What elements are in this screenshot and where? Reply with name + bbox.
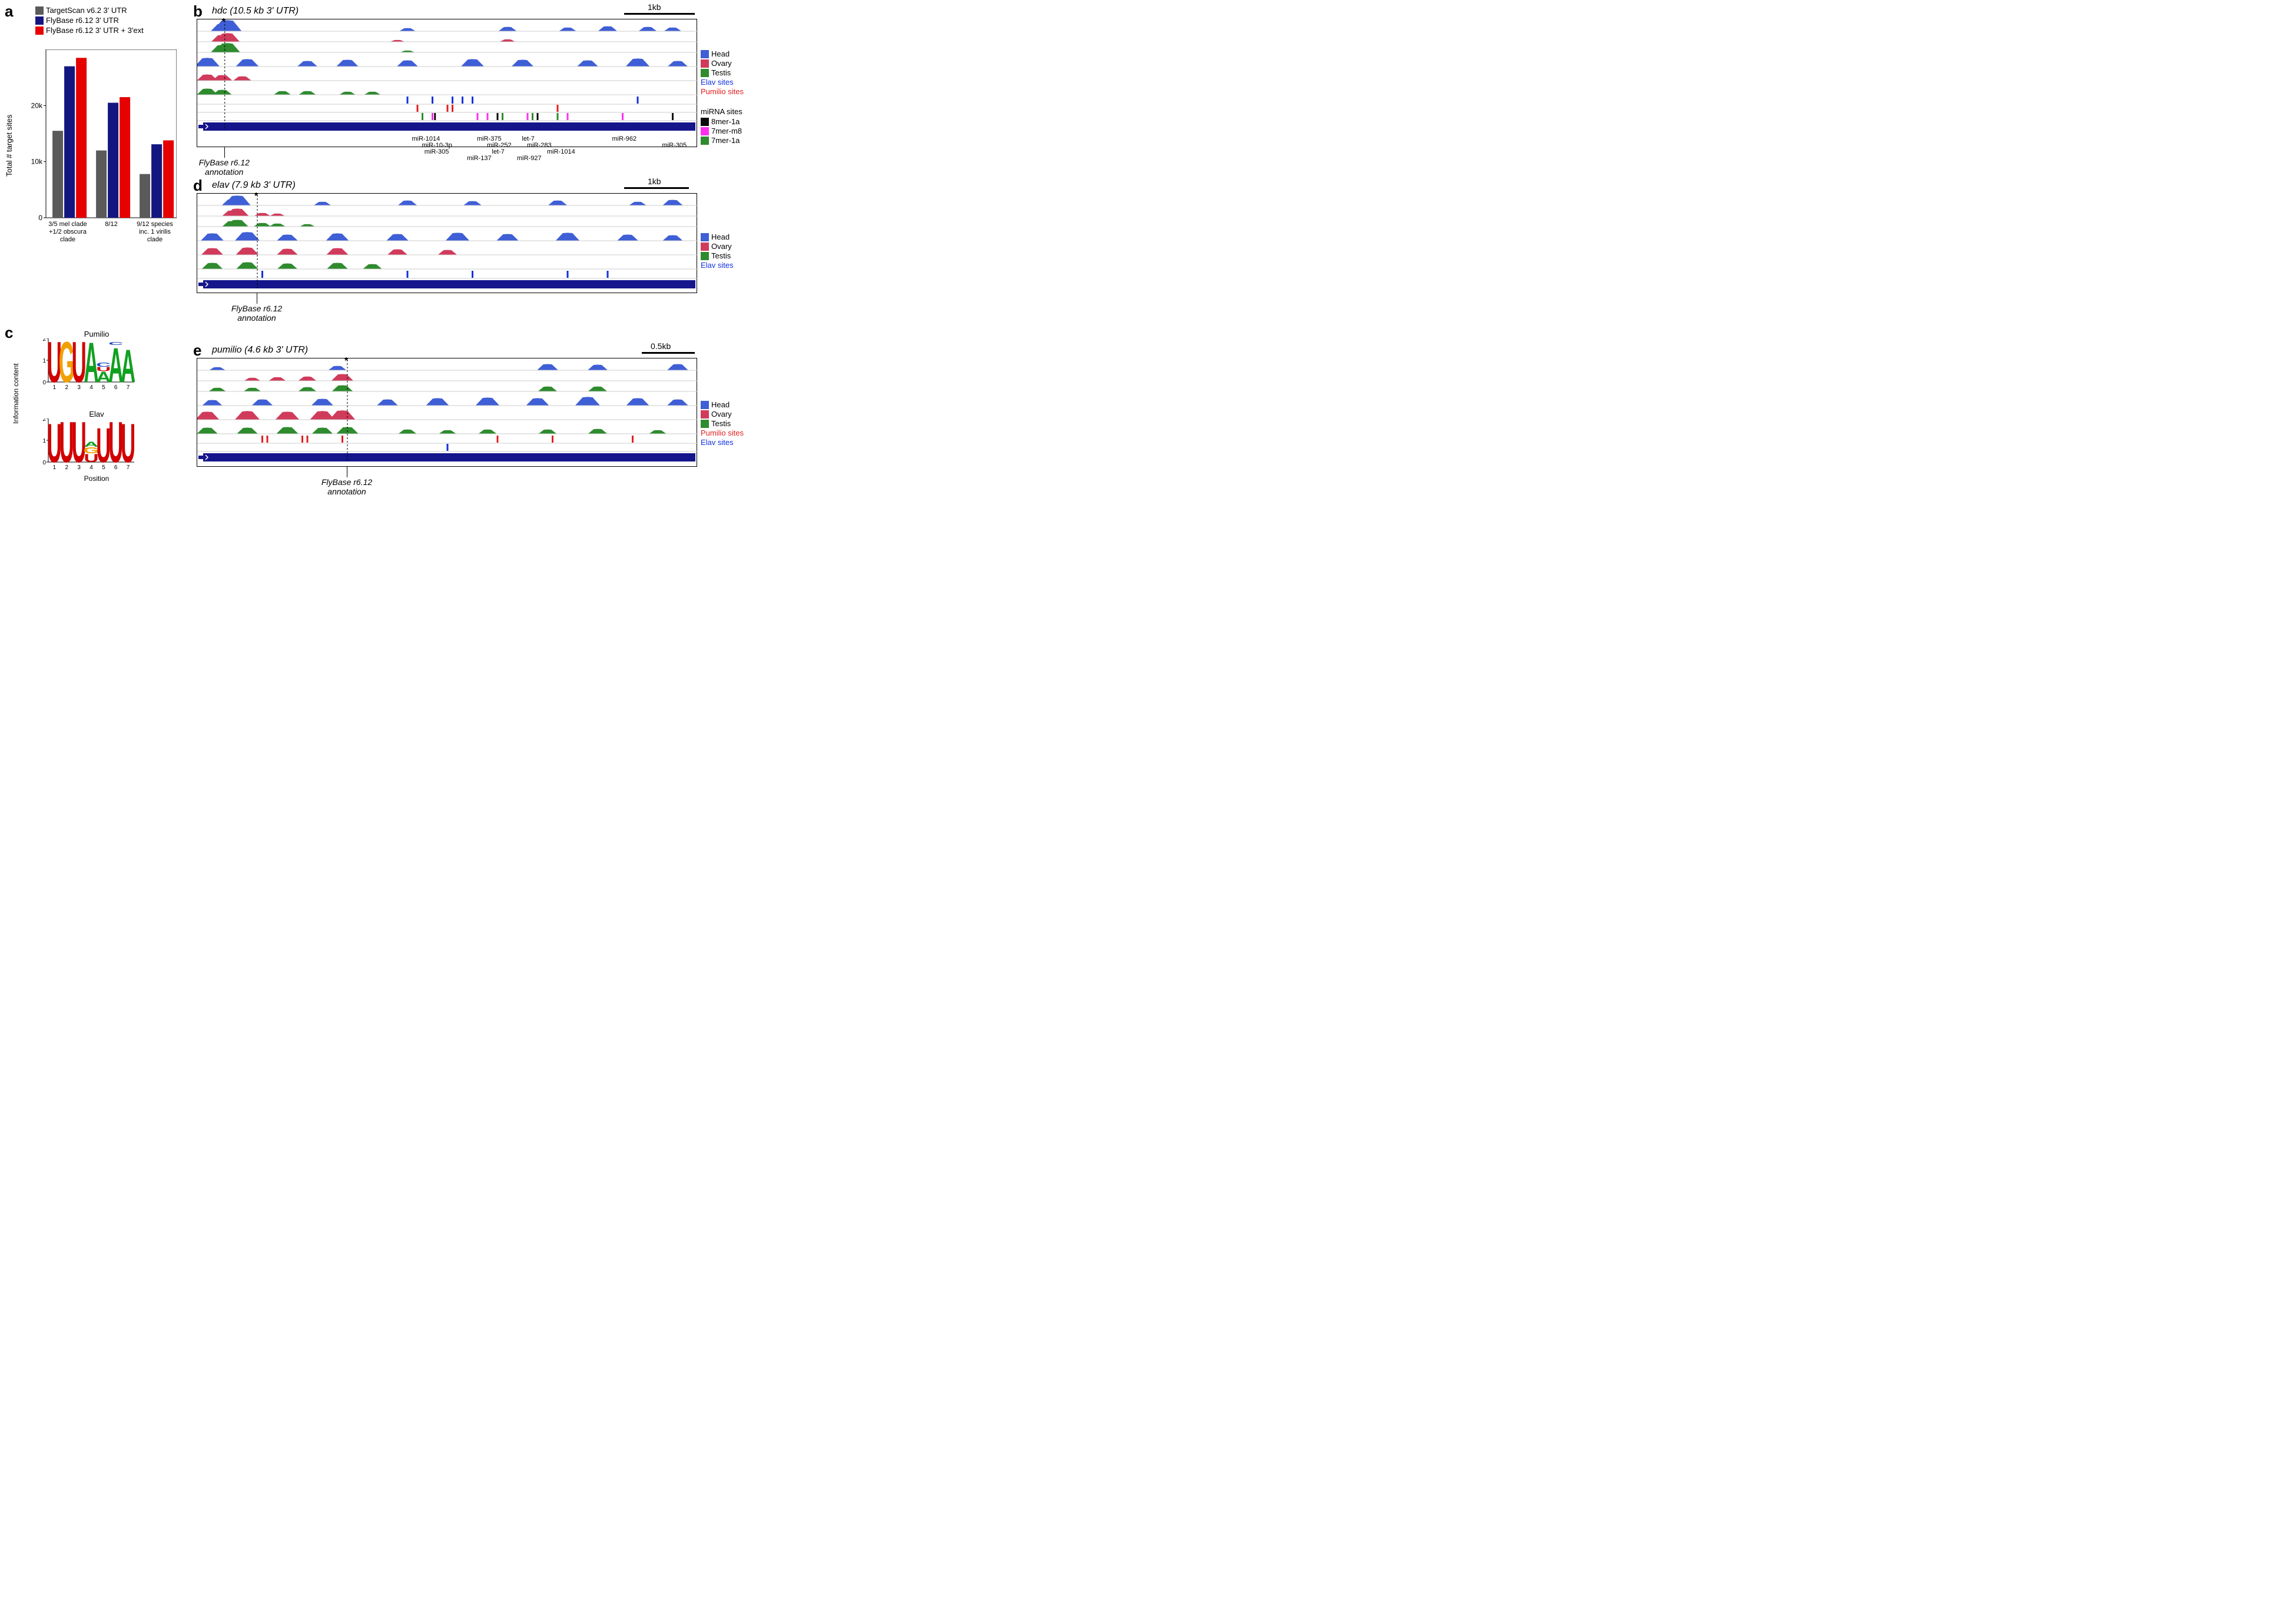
svg-text:0: 0	[42, 460, 46, 466]
track-legend-testis: Testis	[701, 68, 744, 77]
svg-text:+1/2 obscura: +1/2 obscura	[49, 228, 87, 235]
svg-text:4: 4	[89, 384, 93, 391]
annotation-connector	[224, 147, 225, 158]
svg-text:clade: clade	[147, 236, 163, 243]
mirna-label: miR-962	[612, 135, 637, 142]
track-legend-ovary: Ovary	[701, 242, 734, 251]
track-legend-elav-sites: Elav sites	[701, 78, 744, 87]
panel-c-label: c	[5, 324, 13, 342]
mirna-legend-title: miRNA sites	[701, 107, 742, 116]
panel-d-label: d	[193, 177, 203, 195]
svg-text:2: 2	[42, 338, 46, 343]
track-legend-ovary: Ovary	[701, 59, 744, 68]
panel-a-barchart: 010k20k3/5 mel clade+1/2 obscuraclade8/1…	[25, 49, 177, 243]
panel-c-logos: Information contentPumilio012U1G2U3A4AUC…	[24, 330, 159, 497]
panel-c-xlabel: Position	[34, 474, 159, 483]
svg-text:3/5 mel clade: 3/5 mel clade	[48, 221, 87, 228]
panel-d-legend: HeadOvaryTestisElav sites	[701, 233, 734, 270]
track-legend-head: Head	[701, 400, 744, 409]
mirna-label: miR-1014	[547, 148, 575, 155]
track-legend-head: Head	[701, 233, 734, 241]
svg-text:20k: 20k	[31, 101, 43, 109]
svg-text:6: 6	[114, 384, 118, 391]
panel-a-label: a	[5, 2, 13, 21]
mirna-legend-mir_8mer: 8mer-1a	[701, 117, 742, 126]
panel-b-title: hdc (10.5 kb 3' UTR)	[212, 6, 299, 16]
mirna-legend-mir_7m1a: 7mer-1a	[701, 136, 742, 145]
svg-text:inc. 1 virilis: inc. 1 virilis	[139, 228, 171, 235]
figure-root: a TargetScan v6.2 3' UTRFlyBase r6.12 3'…	[0, 0, 764, 542]
track-legend-elav-sites: Elav sites	[701, 261, 734, 270]
track-legend-elav-sites: Elav sites	[701, 438, 744, 447]
mirna-label: miR-927	[517, 155, 542, 162]
mirna-label: miR-137	[467, 155, 492, 162]
panel-a-ylabel: Total # target sites	[5, 115, 14, 177]
panel-a-legend: TargetScan v6.2 3' UTRFlyBase r6.12 3' U…	[35, 6, 144, 36]
panel-e-trackbox: *	[197, 358, 697, 467]
asterisk: *	[344, 356, 348, 367]
annotation-callout: FlyBase r6.12annotation	[221, 304, 292, 323]
panel-b-scalebar	[624, 13, 695, 15]
panel-b-label: b	[193, 2, 203, 21]
svg-text:7: 7	[127, 384, 130, 391]
svg-text:5: 5	[102, 384, 105, 391]
annotation-callout: FlyBase r6.12annotation	[311, 477, 382, 496]
mirna-label: miR-305	[425, 148, 449, 155]
svg-text:6: 6	[114, 464, 118, 471]
svg-text:9/12 species: 9/12 species	[137, 221, 173, 228]
asterisk: *	[254, 191, 258, 202]
svg-text:4: 4	[89, 464, 93, 471]
svg-text:8/12: 8/12	[105, 221, 117, 228]
track-legend-pumilio-sites: Pumilio sites	[701, 87, 744, 96]
panel-e-scalebar	[642, 352, 695, 354]
track-legend-head: Head	[701, 49, 744, 58]
panel-d-scalelabel: 1kb	[648, 177, 661, 186]
legend-a-targetscan: TargetScan v6.2 3' UTR	[35, 6, 144, 15]
svg-text:7: 7	[127, 464, 130, 471]
panel-d-scalebar	[624, 187, 689, 189]
panel-e-label: e	[193, 341, 201, 360]
panel-b-trackbox: *miR-1014miR-10-3pmiR-305miR-137miR-375m…	[197, 19, 697, 147]
logo-title: Pumilio	[34, 330, 159, 338]
track-legend-testis: Testis	[701, 419, 744, 428]
annotation-callout: FlyBase r6.12annotation	[189, 158, 260, 177]
panel-c-ylabel: Information content	[12, 363, 20, 424]
asterisk: *	[222, 17, 226, 28]
svg-text:1: 1	[42, 358, 46, 364]
svg-text:0: 0	[38, 214, 42, 222]
svg-text:3: 3	[77, 464, 81, 471]
mirna-legend-mir_7m8: 7mer-m8	[701, 127, 742, 135]
legend-a-flybase_ext: FlyBase r6.12 3' UTR + 3'ext	[35, 26, 144, 35]
logo-title: Elav	[34, 410, 159, 419]
svg-text:1: 1	[42, 438, 46, 444]
svg-text:2: 2	[42, 419, 46, 423]
svg-text:3: 3	[77, 384, 81, 391]
svg-text:0: 0	[42, 380, 46, 386]
svg-text:clade: clade	[60, 236, 75, 243]
panel-e-title: pumilio (4.6 kb 3' UTR)	[212, 345, 308, 356]
svg-text:5: 5	[102, 464, 105, 471]
mirna-label: miR-305	[662, 142, 687, 149]
track-legend-ovary: Ovary	[701, 410, 744, 419]
svg-text:1: 1	[53, 384, 57, 391]
svg-text:1: 1	[53, 464, 57, 471]
track-legend-pumilio-sites: Pumilio sites	[701, 429, 744, 437]
mirna-legend: miRNA sites8mer-1a7mer-m87mer-1a	[701, 107, 742, 145]
panel-b-scalelabel: 1kb	[648, 2, 661, 12]
mirna-label: let-7	[492, 148, 505, 155]
panel-d-title: elav (7.9 kb 3' UTR)	[212, 180, 296, 191]
panel-b-legend: HeadOvaryTestisElav sitesPumilio sites	[701, 49, 744, 97]
svg-text:2: 2	[65, 384, 69, 391]
track-legend-testis: Testis	[701, 251, 734, 260]
panel-e-legend: HeadOvaryTestisPumilio sitesElav sites	[701, 400, 744, 447]
legend-a-flybase: FlyBase r6.12 3' UTR	[35, 16, 144, 25]
panel-d-trackbox: *	[197, 193, 697, 293]
svg-text:10k: 10k	[31, 158, 43, 166]
panel-e-scalelabel: 0.5kb	[651, 341, 671, 351]
svg-text:2: 2	[65, 464, 69, 471]
